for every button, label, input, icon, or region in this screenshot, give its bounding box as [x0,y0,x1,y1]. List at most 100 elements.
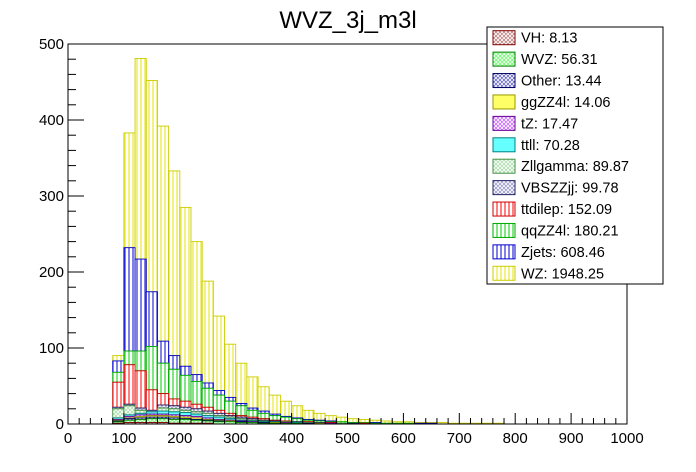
bar-WVZ-160 [156,418,170,423]
bar-Zjets-260 [212,390,225,396]
bar-qqZZ4l-80 [112,371,125,383]
y-tick-label: 300 [39,188,64,205]
bar-WZ-480 [335,416,348,423]
legend-label: Other: 13.44 [521,74,602,90]
legend-swatch [492,265,516,281]
bar-Zjets-120 [134,258,147,352]
y-tick-label: 100 [39,340,64,357]
bar-qqZZ4l-320 [246,409,259,418]
bar-qqZZ4l-280 [224,400,237,414]
bar-ttdilep-100 [123,364,136,405]
bar-WZ-440 [313,412,326,421]
bar-qqZZ4l-220 [190,380,203,405]
legend-swatch [492,115,516,131]
legend-label: VBSZZjj: 99.78 [521,181,619,197]
legend-entry-WZ: WZ: 1948.25 [492,265,604,282]
x-tick-label: 100 [111,430,136,447]
bar-ttll-160 [156,410,170,415]
bar-VBSZZjj-200 [179,406,192,411]
bar-ttdilep-220 [190,403,203,410]
bar-WZ-420 [302,409,315,420]
bar-qqZZ4l-200 [179,374,192,402]
bar-Zllgamma-120 [134,409,147,414]
legend-swatch [492,51,516,67]
bar-ttdilep-120 [134,370,147,409]
chart-title: WVZ_3j_m3l [279,7,416,34]
bar-ttdilep-80 [112,381,125,408]
bar-WVZ-140 [145,418,158,423]
bar-WVZ-200 [179,418,192,424]
bar-Zjets-280 [224,396,237,402]
bar-qqZZ4l-360 [268,415,281,421]
bar-Zllgamma-100 [123,405,136,416]
bar-WZ-80 [112,355,125,362]
legend-entry-ggZZ4l: ggZZ4l: 14.06 [492,94,610,111]
bar-WZ-460 [324,415,337,422]
bar-qqZZ4l-100 [123,350,136,366]
legend-entry-Other: Other: 13.44 [492,73,602,90]
legend-label: WZ: 1948.25 [521,266,604,282]
bar-Zjets-100 [123,247,136,352]
bar-WZ-220 [190,241,203,376]
bar-WZ-500 [347,418,360,423]
legend-label: ggZZ4l: 14.06 [521,95,610,111]
bar-WZ-380 [279,400,293,417]
bar-WZ-280 [224,343,237,398]
bar-ttdilep-260 [212,409,225,414]
legend-entry-Zjets: Zjets: 608.46 [492,244,605,261]
bar-Zjets-160 [156,340,170,364]
bar-Zjets-140 [145,291,158,347]
bar-Zjets-240 [201,382,214,389]
x-tick-label: 200 [167,430,192,447]
legend-entry-VBSZZjj: VBSZZjj: 99.78 [492,180,619,197]
x-tick-label: 500 [335,430,360,447]
legend-entry-ttll: ttll: 70.28 [492,137,580,154]
bar-WVZ-180 [168,418,181,424]
legend-label: WVZ: 56.31 [521,52,598,68]
legend-swatch [492,201,516,217]
bar-ttdilep-160 [156,393,170,406]
bar-WZ-100 [123,132,136,249]
y-tick-label: 400 [39,112,64,129]
bar-VBSZZjj-160 [156,404,170,409]
legend-label: ttll: 70.28 [521,138,580,154]
bar-WZ-400 [291,405,304,419]
bar-WVZ-120 [134,418,147,423]
bar-ttdilep-240 [201,406,214,412]
legend-box [486,26,664,285]
legend-entry-qqZZ4l: qqZZ4l: 180.21 [492,222,619,239]
legend: VH: 8.13 WVZ: 56.31 Other: 13.44 ggZZ4l: 14… [486,26,664,285]
legend-swatch [492,73,516,89]
x-tick-label: 300 [223,430,248,447]
axes: 0 100 200 300 400 500 600 700 800 900 1000 0 100 200 3… [39,36,644,447]
x-tick-label: 900 [559,430,584,447]
legend-label: tZ: 17.47 [521,116,578,132]
bar-Zjets-220 [190,374,203,382]
series-WZ [112,57,505,425]
bar-qqZZ4l-400 [291,418,304,423]
bar-VBSZZjj-180 [168,405,181,410]
bar-qqZZ4l-260 [212,394,225,411]
x-tick-label: 400 [279,430,304,447]
bar-WZ-200 [179,206,192,367]
bar-qqZZ4l-340 [257,412,270,420]
bar-WZ-360 [268,394,281,415]
bar-Zllgamma-80 [112,408,125,419]
legend-label: Zjets: 608.46 [521,245,605,261]
bar-qqZZ4l-380 [279,416,293,422]
legend-label: VH: 8.13 [521,31,577,47]
legend-entry-VH: VH: 8.13 [492,30,577,47]
bar-WZ-180 [168,170,181,357]
bar-qqZZ4l-240 [201,387,214,408]
bar-qqZZ4l-180 [168,368,181,400]
legend-swatch [492,180,516,196]
y-tick-label: 200 [39,264,64,281]
legend-label: Zllgamma: 89.87 [521,159,629,175]
bar-Zjets-180 [168,355,181,370]
y-tick-label: 500 [39,36,64,53]
bar-qqZZ4l-120 [134,350,147,372]
bar-WZ-320 [246,376,259,409]
bar-qqZZ4l-160 [156,362,170,395]
x-tick-label: 0 [64,430,72,447]
